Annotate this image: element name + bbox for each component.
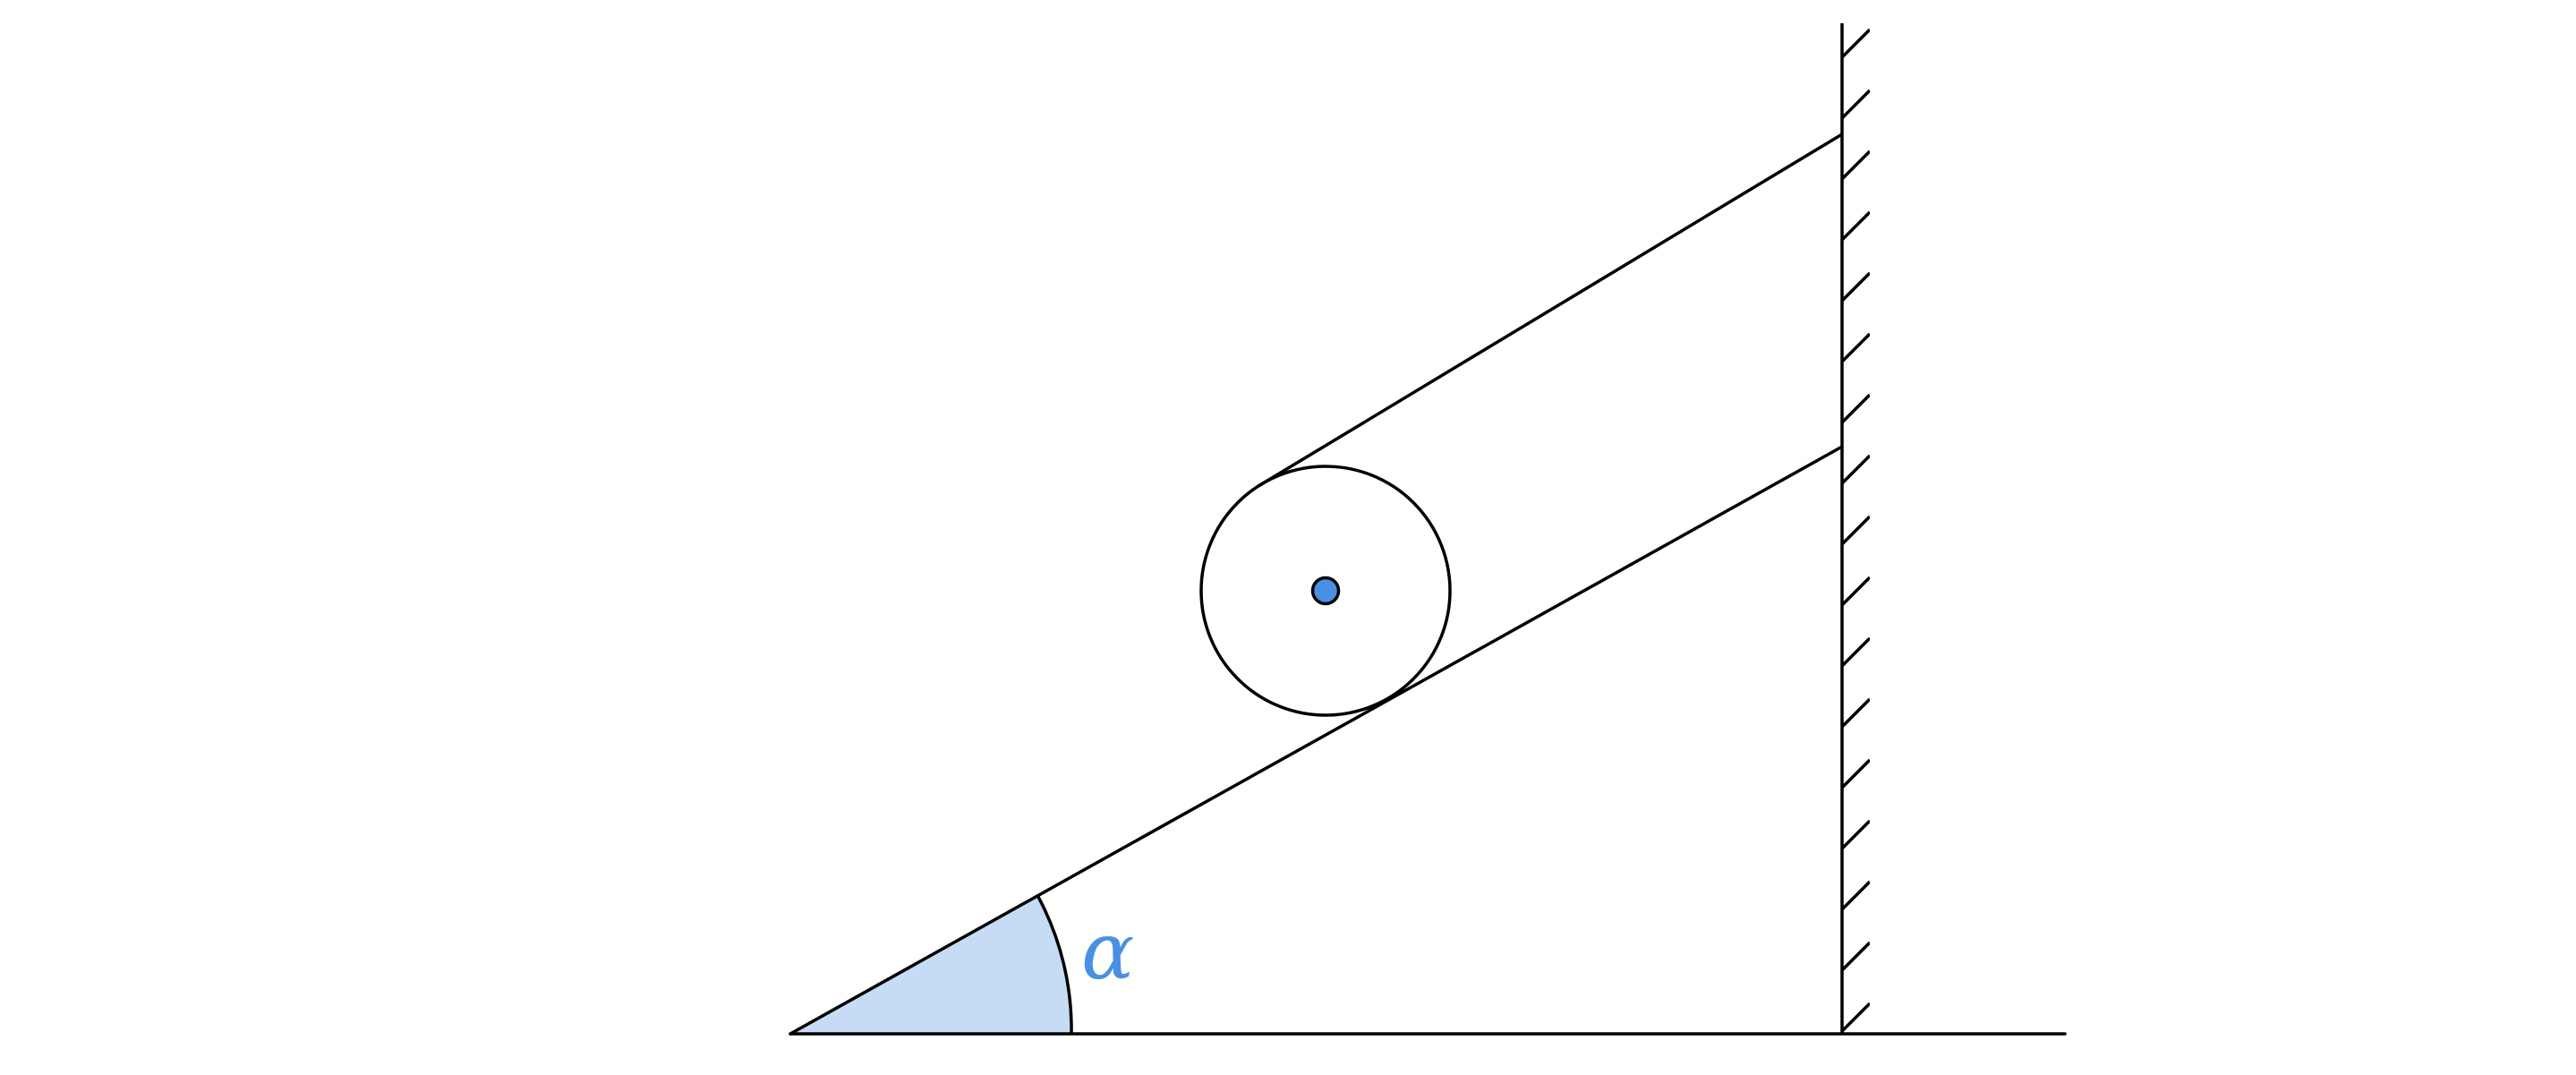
rope-to-wall: [1258, 132, 1843, 488]
hatch-line: [1842, 941, 1870, 972]
hatch-line: [1842, 880, 1870, 911]
hatch-line: [1842, 393, 1870, 424]
wall-hatching: [1842, 28, 1870, 1033]
hatch-line: [1842, 758, 1870, 789]
incline-surface: [789, 445, 1844, 1036]
hatch-line: [1842, 210, 1870, 242]
angle-sector: [790, 897, 1072, 1034]
hatch-line: [1842, 332, 1870, 363]
hatch-line: [1842, 515, 1870, 546]
angle-arc: [1036, 896, 1073, 1035]
hatch-line: [1842, 89, 1870, 120]
hatch-line: [1842, 28, 1870, 59]
hatch-line: [1842, 149, 1870, 181]
hatch-line: [1842, 454, 1870, 485]
hatch-line: [1842, 576, 1870, 607]
hatch-line: [1842, 1002, 1870, 1033]
hatch-line: [1842, 271, 1870, 303]
pulley-wheel: [1199, 465, 1452, 717]
pivot-dot-icon: [1310, 576, 1341, 606]
hatch-line: [1842, 636, 1870, 668]
hatch-line: [1842, 819, 1870, 850]
hatch-line: [1842, 697, 1870, 729]
angle-label: α: [1081, 905, 1134, 997]
